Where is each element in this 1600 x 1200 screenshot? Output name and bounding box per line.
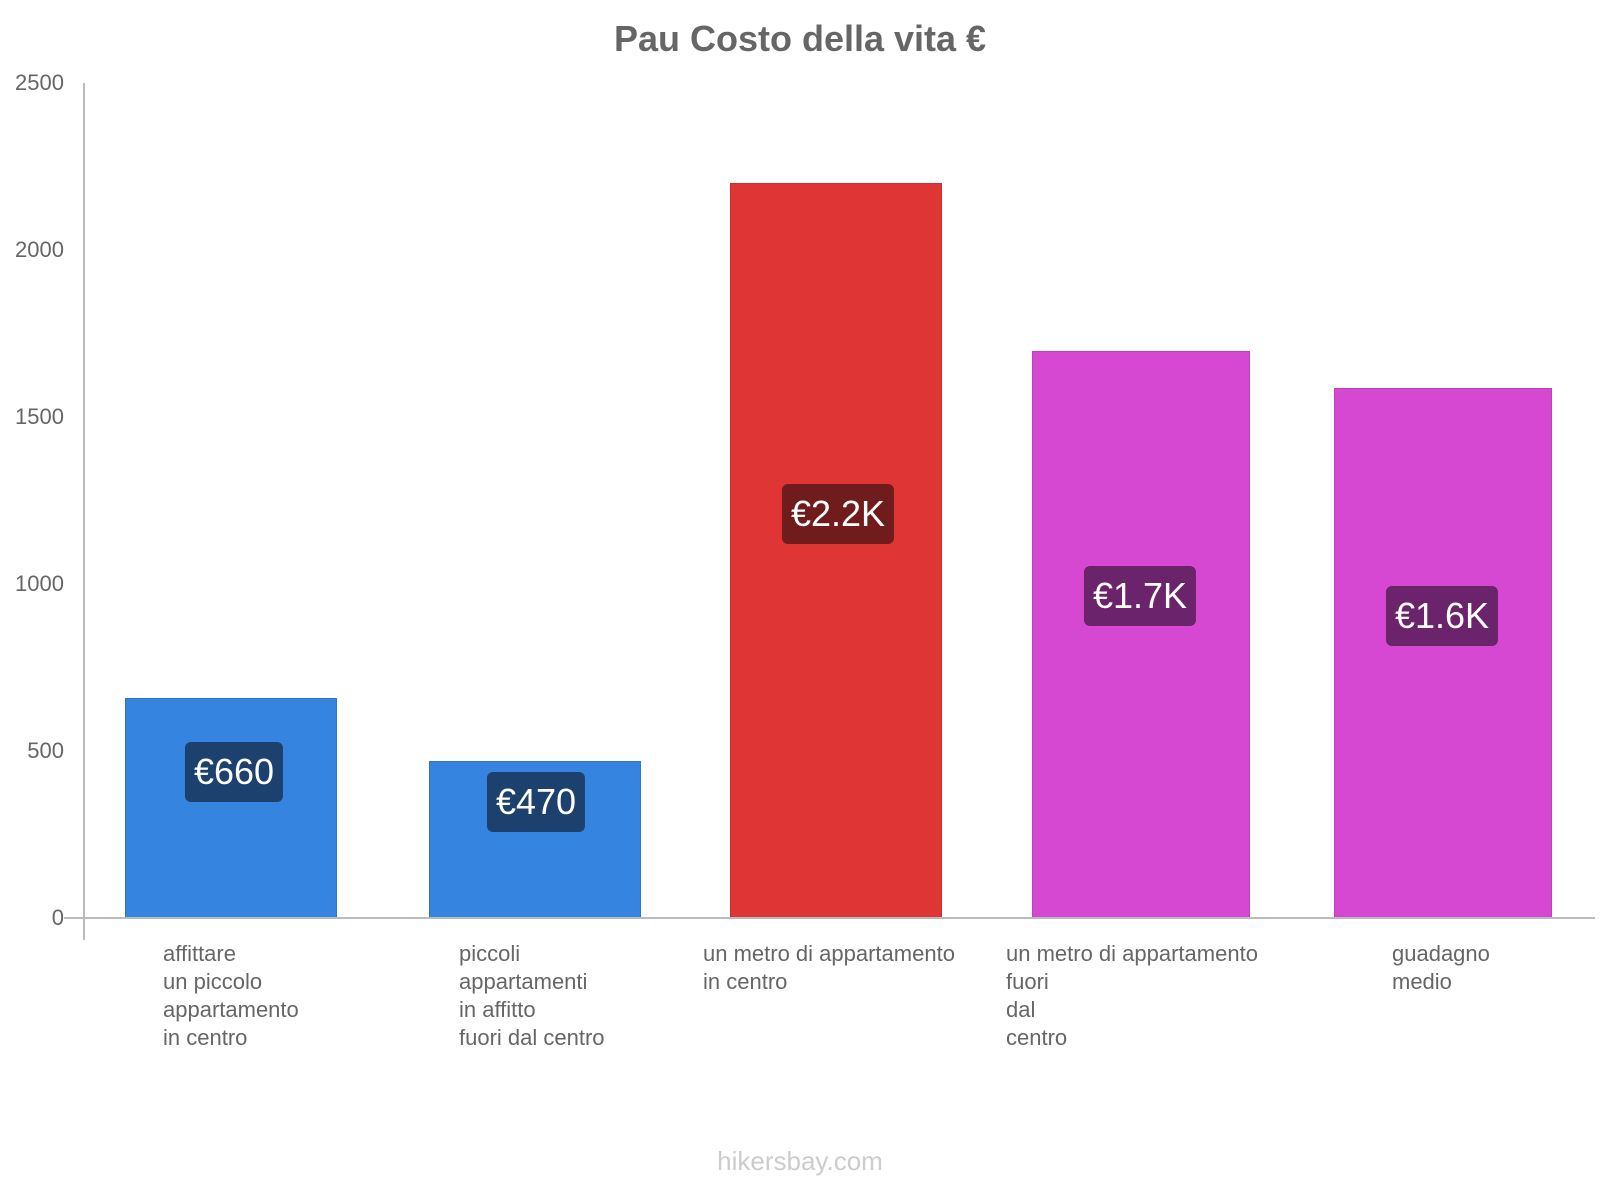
y-tick-label-0: 0 xyxy=(51,905,64,930)
y-tick-label-2000: 2000 xyxy=(15,237,64,262)
bar-value-label: €660 xyxy=(184,742,284,802)
bar-value-label: €1.7K xyxy=(1083,566,1197,626)
y-axis-line xyxy=(83,83,85,940)
bar-average-salary xyxy=(1334,388,1552,918)
y-tick-label-2500: 2500 xyxy=(15,70,64,95)
bar-value-label: €470 xyxy=(486,772,586,832)
x-category-label: un metro di appartamento fuori dal centr… xyxy=(1006,941,1258,1050)
bar-value-label: €1.6K xyxy=(1385,586,1499,646)
bar-value-label: €2.2K xyxy=(781,484,895,544)
y-tick-label-500: 500 xyxy=(27,738,64,763)
y-tick-label-1000: 1000 xyxy=(15,571,64,596)
x-category-label: affittare un piccolo appartamento in cen… xyxy=(163,941,299,1050)
chart-title: Pau Costo della vita € xyxy=(613,18,987,59)
bar-rent-small-apartment-center xyxy=(125,698,337,918)
y-tick-label-1500: 1500 xyxy=(15,404,64,429)
x-category-label: piccoli appartamenti in affitto fuori da… xyxy=(459,941,605,1050)
x-category-label: guadagno medio xyxy=(1392,941,1490,994)
bar-sqm-apartment-outside xyxy=(1032,351,1250,918)
bar-sqm-apartment-center xyxy=(730,183,942,918)
x-category-label: un metro di appartamento in centro xyxy=(703,941,955,994)
x-axis-line xyxy=(64,917,1595,919)
footer-watermark: hikersbay.com xyxy=(717,1146,883,1176)
